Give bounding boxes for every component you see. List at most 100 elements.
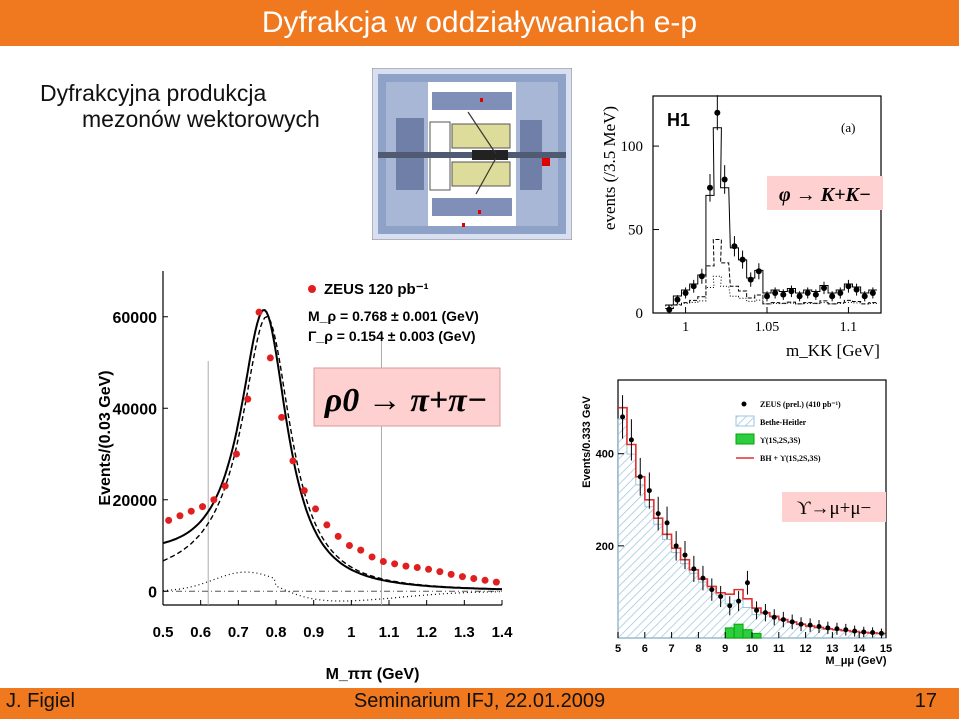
data-point: [278, 413, 286, 421]
data-point: [425, 565, 433, 573]
y-tick-label: 40000: [113, 401, 158, 418]
subtitle-line-2: mezonów wektorowych: [82, 106, 320, 132]
data-point: [402, 562, 410, 570]
reaction-box: [767, 176, 883, 210]
data-point: [700, 575, 706, 581]
data-point: [664, 520, 670, 526]
data-point: [714, 109, 721, 116]
reaction-label: ρ0 → π+π−: [324, 382, 488, 419]
data-point: [312, 505, 320, 513]
data-point: [690, 283, 697, 290]
data-point: [707, 184, 713, 191]
data-point: [666, 306, 673, 313]
data-point: [804, 289, 811, 296]
fit-line: [618, 406, 886, 635]
title-bar: [0, 0, 959, 46]
data-point: [807, 622, 813, 628]
y-tick-label: 20000: [113, 493, 158, 510]
data-point: [821, 284, 827, 291]
data-point: [853, 286, 860, 293]
reaction-box: [313, 367, 501, 427]
data-point: [436, 568, 444, 576]
data-point: [232, 450, 240, 458]
page-number: 17: [914, 690, 937, 712]
x-tick-label: 1: [682, 320, 689, 335]
data-point: [413, 563, 421, 571]
x-tick-label: 14: [853, 643, 866, 655]
y-tick-label: 400: [596, 449, 614, 461]
upsilon-bar: [724, 627, 735, 639]
subtitle-line-1: Dyfrakcyjna produkcja: [40, 80, 267, 106]
legend-text: BH + ϒ(1S,2S,3S): [760, 454, 821, 463]
data-point: [812, 291, 819, 298]
footer-author: J. Figiel: [6, 690, 75, 712]
data-point: [789, 619, 795, 625]
data-point: [744, 580, 750, 586]
x-tick-label: 11: [773, 643, 785, 655]
legend-marker: [741, 401, 747, 407]
x-tick-label: 6: [642, 643, 648, 655]
detector-diagram: [372, 68, 572, 240]
x-tick-label: 7: [669, 643, 675, 655]
legend-text: ZEUS (prel.) (410 pb⁻¹): [760, 400, 841, 409]
x-tick-label: 0.8: [266, 624, 287, 641]
chart-title: H1: [667, 110, 690, 130]
data-point: [709, 587, 715, 593]
data-point: [682, 289, 689, 296]
x-tick-label: 8: [695, 643, 701, 655]
data-point: [736, 598, 742, 604]
data-point: [861, 293, 868, 300]
x-tick-label: 15: [880, 643, 892, 655]
x-axis-label: M_μμ (GeV): [825, 655, 886, 667]
y-axis-label: Events/0.333 GeV: [581, 395, 593, 487]
data-point: [187, 507, 195, 515]
legend-marker: [735, 415, 755, 427]
x-tick-label: 0.5: [153, 624, 174, 641]
data-point: [646, 488, 652, 494]
data-point: [829, 293, 836, 300]
data-point: [368, 553, 376, 561]
y-tick-label: 0: [636, 306, 644, 322]
data-point: [691, 566, 697, 572]
data-point: [731, 243, 738, 250]
data-point: [845, 283, 852, 290]
rho-chart: 0.5 0.6 0.7 0.8 0.9 1 1.1 1.2 1.3 1.4 0 20000 40000 6…: [97, 271, 513, 683]
data-point: [447, 570, 455, 578]
x-tick-label: 1: [347, 624, 355, 641]
legend-marker: [308, 285, 316, 293]
x-tick-label: 0.6: [190, 624, 211, 641]
data-point: [780, 617, 786, 623]
data-point: [620, 414, 626, 420]
data-point: [718, 594, 724, 600]
data-point: [289, 457, 297, 465]
data-point: [869, 289, 876, 296]
data-point: [852, 628, 858, 634]
x-axis-label: M_ππ (GeV): [326, 666, 420, 683]
data-point: [747, 276, 754, 283]
data-point: [458, 573, 466, 581]
y-tick-label: 50: [628, 223, 643, 239]
data-point: [798, 621, 804, 627]
data-point: [334, 532, 342, 540]
x-tick-label: 0.7: [228, 624, 249, 641]
data-point: [673, 543, 679, 549]
x-tick-label: 1.2: [416, 624, 437, 641]
x-tick-label: 0.9: [303, 624, 324, 641]
data-point: [655, 511, 661, 517]
reaction-label: ϒ→μ+μ−: [797, 498, 872, 519]
data-point: [755, 268, 762, 275]
data-point: [492, 578, 500, 586]
y-tick-label: 60000: [113, 310, 158, 327]
data-point: [764, 293, 770, 300]
data-point: [870, 629, 876, 635]
data-point: [762, 610, 768, 616]
panel-label: (a): [841, 120, 855, 135]
data-point: [721, 176, 728, 183]
data-point: [300, 487, 308, 495]
x-tick-label: 5: [615, 643, 621, 655]
data-point: [674, 296, 681, 303]
x-tick-label: 1.05: [755, 320, 780, 335]
data-point: [861, 629, 867, 635]
footer-event: Seminarium IFJ, 22.01.2009: [353, 690, 606, 712]
data-point: [266, 354, 274, 362]
